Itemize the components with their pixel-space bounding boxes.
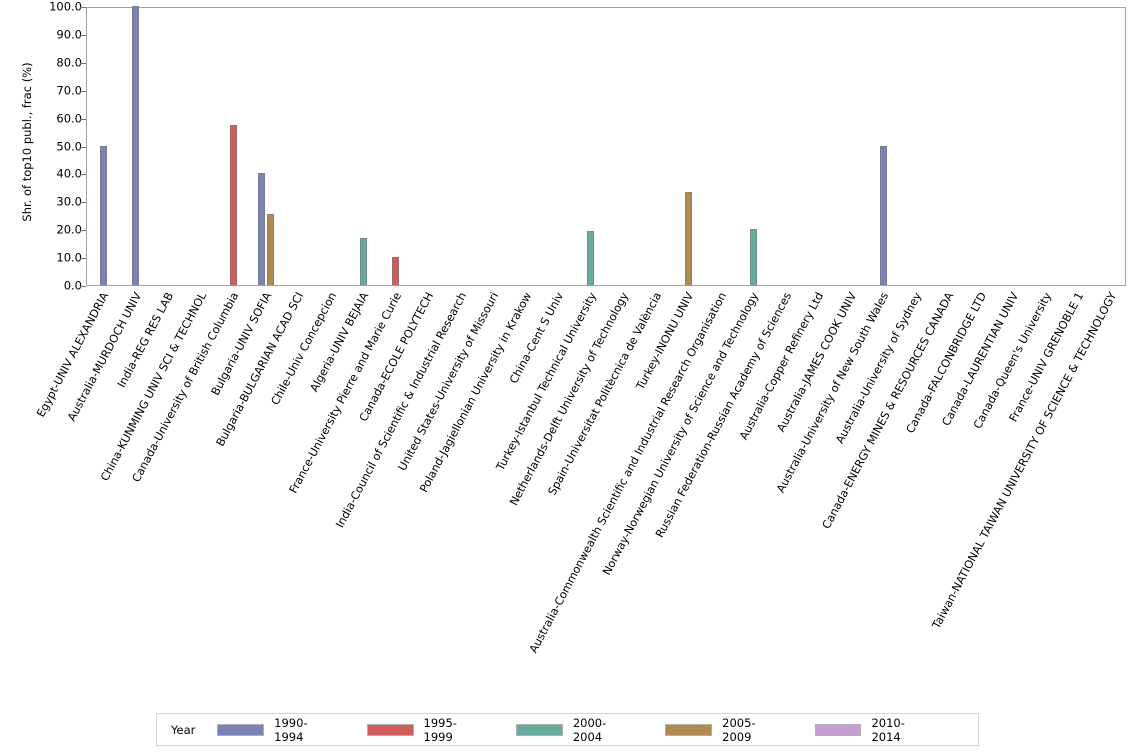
y-tick-mark [80, 91, 86, 92]
bar [392, 257, 400, 285]
bar [749, 229, 757, 285]
y-tick-label: 90.0 [56, 27, 82, 42]
legend-item[interactable]: 1990-1994 [217, 716, 332, 744]
bar [99, 145, 107, 285]
bar [132, 6, 140, 285]
legend-label: 1990-1994 [274, 715, 308, 744]
y-tick-mark [80, 174, 86, 175]
bar [229, 124, 237, 285]
legend-swatch [814, 723, 862, 736]
x-tick-label-text: Algeria-UNIV BEJAIA [307, 290, 372, 395]
legend-swatch [516, 723, 563, 736]
y-tick-mark [80, 258, 86, 259]
y-tick-label: 80.0 [56, 55, 82, 70]
y-tick-mark [80, 202, 86, 203]
legend-items: 1990-1994 1995-1999 2000-2004 2005-2009 2010… [217, 716, 964, 744]
legend-swatch [217, 723, 265, 736]
bar [257, 173, 265, 285]
y-tick-label: 0.0 [63, 278, 82, 293]
bar [359, 237, 367, 285]
y-tick-label: 40.0 [56, 166, 82, 181]
y-tick-mark [80, 286, 86, 287]
legend-item[interactable]: 2010-2014 [814, 715, 930, 744]
y-tick-label: 20.0 [56, 222, 82, 237]
legend-swatch [665, 723, 713, 736]
legend-swatch [366, 723, 414, 736]
y-tick-mark [80, 230, 86, 231]
bar [587, 230, 595, 285]
bar [266, 213, 274, 285]
x-axis-labels: Egypt-UNIV ALEXANDRIA Australia-MURDOCH U… [35, 288, 1126, 688]
plot-area [86, 6, 1126, 286]
y-axis-title: Shr. of top10 publ., frac (%) [20, 62, 34, 222]
legend-label: 2010-2014 [871, 715, 905, 744]
bar [684, 191, 692, 285]
y-tick-mark [80, 63, 86, 64]
y-tick-mark [80, 147, 86, 148]
bar [879, 145, 887, 285]
y-tick-label: 100.0 [49, 0, 82, 14]
y-tick-label: 60.0 [56, 110, 82, 125]
y-tick-label: 30.0 [56, 194, 82, 209]
x-tick-label-text: Bulgaria-UNIV SOFIA [208, 290, 274, 398]
legend-item[interactable]: 1995-1999 [366, 715, 482, 744]
y-tick-label: 50.0 [56, 138, 82, 153]
legend-label: 2005-2009 [722, 715, 756, 744]
legend-title: Year [171, 722, 196, 737]
legend-item[interactable]: 2000-2004 [516, 716, 631, 744]
legend-item[interactable]: 2005-2009 [665, 716, 780, 744]
y-tick-mark [80, 7, 86, 8]
legend: Year 1990-1994 1995-1999 2000-2004 2005-200… [156, 713, 979, 746]
y-tick-label: 70.0 [56, 82, 82, 97]
legend-label: 1995-1999 [423, 715, 457, 744]
legend-label: 2000-2004 [572, 715, 607, 744]
y-tick-mark [80, 35, 86, 36]
y-tick-label: 10.0 [56, 250, 82, 265]
y-tick-mark [80, 119, 86, 120]
